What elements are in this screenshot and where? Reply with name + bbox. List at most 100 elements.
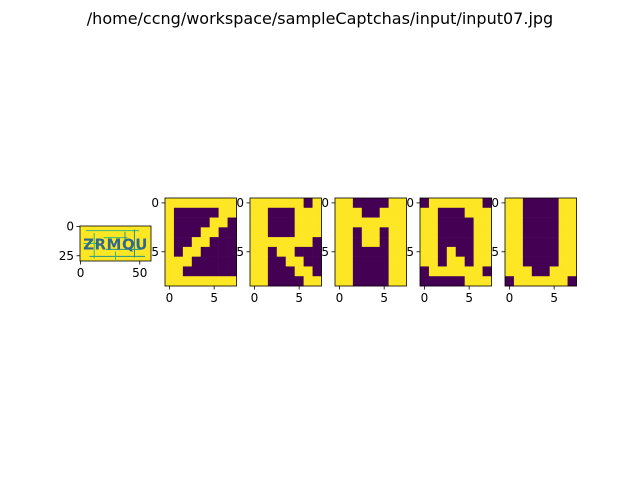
- heatmap-cell: [276, 198, 287, 209]
- heatmap-cell: [446, 256, 457, 267]
- y-tick-label-0: 0: [151, 196, 159, 210]
- heatmap-cell: [455, 246, 465, 257]
- heatmap-cell: [335, 227, 345, 238]
- heatmap-cell: [513, 256, 524, 267]
- heatmap-cell: [267, 207, 278, 218]
- heatmap-cell: [173, 198, 184, 209]
- heatmap-cell: [303, 217, 313, 228]
- heatmap-cell: [420, 227, 430, 238]
- heatmap-cell: [549, 198, 559, 209]
- heatmap-cell: [388, 217, 398, 228]
- heatmap-cell: [250, 217, 260, 228]
- heatmap-cell: [258, 198, 269, 209]
- heatmap-cell: [200, 217, 210, 228]
- heatmap-cell: [549, 227, 559, 238]
- x-tick-label-0: 0: [336, 291, 344, 305]
- heatmap-cell: [173, 237, 184, 248]
- heatmap-cell: [182, 256, 193, 267]
- heatmap-cell: [285, 246, 295, 257]
- heatmap-cell: [549, 237, 559, 248]
- x-tick-label-1: 5: [295, 291, 303, 305]
- heatmap-cell: [513, 217, 524, 228]
- heatmap-cell: [446, 217, 457, 228]
- heatmap-cell: [558, 256, 568, 267]
- heatmap-cell: [352, 246, 363, 257]
- heatmap-cell: [312, 276, 322, 287]
- heatmap-cell: [227, 256, 237, 267]
- heatmap-cell: [285, 198, 295, 209]
- heatmap-cell: [209, 198, 219, 209]
- heatmap-cell: [165, 198, 175, 209]
- heatmap-cell: [540, 217, 550, 228]
- heatmap-cell: [420, 266, 430, 277]
- y-tick-label-1: 25: [59, 249, 74, 263]
- heatmap-cell: [428, 227, 439, 238]
- heatmap-cell: [522, 198, 533, 209]
- heatmap-cell: [473, 198, 483, 209]
- heatmap-cell: [285, 276, 295, 287]
- heatmap-cell: [531, 237, 542, 248]
- heatmap-cell: [420, 237, 430, 248]
- heatmap-cell: [379, 227, 389, 238]
- heatmap-cell: [285, 227, 295, 238]
- heatmap-cell: [522, 276, 533, 287]
- heatmap-cell: [227, 266, 237, 277]
- heatmap-cell: [250, 198, 260, 209]
- heatmap-cell: [285, 266, 295, 277]
- heatmap-cell: [522, 256, 533, 267]
- heatmap-cell: [218, 237, 228, 248]
- heatmap-cell: [558, 217, 568, 228]
- heatmap-cell: [312, 266, 322, 277]
- heatmap-cell: [522, 266, 533, 277]
- heatmap-cell: [370, 217, 380, 228]
- heatmap-cell: [473, 207, 483, 218]
- heatmap-cell: [165, 237, 175, 248]
- heatmap-cell: [437, 246, 448, 257]
- x-tick-label-1: 5: [465, 291, 473, 305]
- heatmap-cell: [182, 237, 193, 248]
- heatmap-cell: [549, 266, 559, 277]
- heatmap-cell: [370, 276, 380, 287]
- heatmap-cell: [473, 276, 483, 287]
- heatmap-cell: [343, 276, 354, 287]
- heatmap-cell: [522, 246, 533, 257]
- heatmap-cell: [455, 237, 465, 248]
- heatmap-cell: [258, 246, 269, 257]
- y-tick-label-0: 0: [406, 196, 414, 210]
- x-tick-label-0: 0: [421, 291, 429, 305]
- heatmap-cell: [173, 217, 184, 228]
- heatmap-cell: [303, 207, 313, 218]
- heatmap-cell: [522, 217, 533, 228]
- y-tick-label-1: 5: [406, 245, 414, 259]
- heatmap-cell: [482, 227, 492, 238]
- heatmap-cell: [312, 217, 322, 228]
- heatmap-cell: [250, 256, 260, 267]
- heatmap-cell: [285, 207, 295, 218]
- heatmap-cell: [209, 217, 219, 228]
- heatmap-cell: [276, 237, 287, 248]
- heatmap-cell: [343, 237, 354, 248]
- heatmap-cell: [513, 237, 524, 248]
- heatmap-cell: [267, 198, 278, 209]
- heatmap-cell: [182, 198, 193, 209]
- heatmap-cell: [200, 246, 210, 257]
- heatmap-cell: [567, 217, 577, 228]
- heatmap-cell: [446, 207, 457, 218]
- heatmap-cell: [370, 237, 380, 248]
- heatmap-cell: [505, 217, 515, 228]
- heatmap-cell: [182, 207, 193, 218]
- heatmap-cell: [379, 217, 389, 228]
- axes-frame: [334, 197, 407, 287]
- heatmap-cell: [191, 198, 202, 209]
- heatmap-cell: [335, 246, 345, 257]
- heatmap-cell: [173, 207, 184, 218]
- heatmap-cell: [361, 246, 372, 257]
- heatmap-cell: [540, 227, 550, 238]
- heatmap-cell: [352, 256, 363, 267]
- heatmap-cell: [258, 237, 269, 248]
- heatmap-cell: [267, 227, 278, 238]
- figure-title: /home/ccng/workspace/sampleCaptchas/inpu…: [87, 9, 553, 28]
- heatmap-cell: [531, 198, 542, 209]
